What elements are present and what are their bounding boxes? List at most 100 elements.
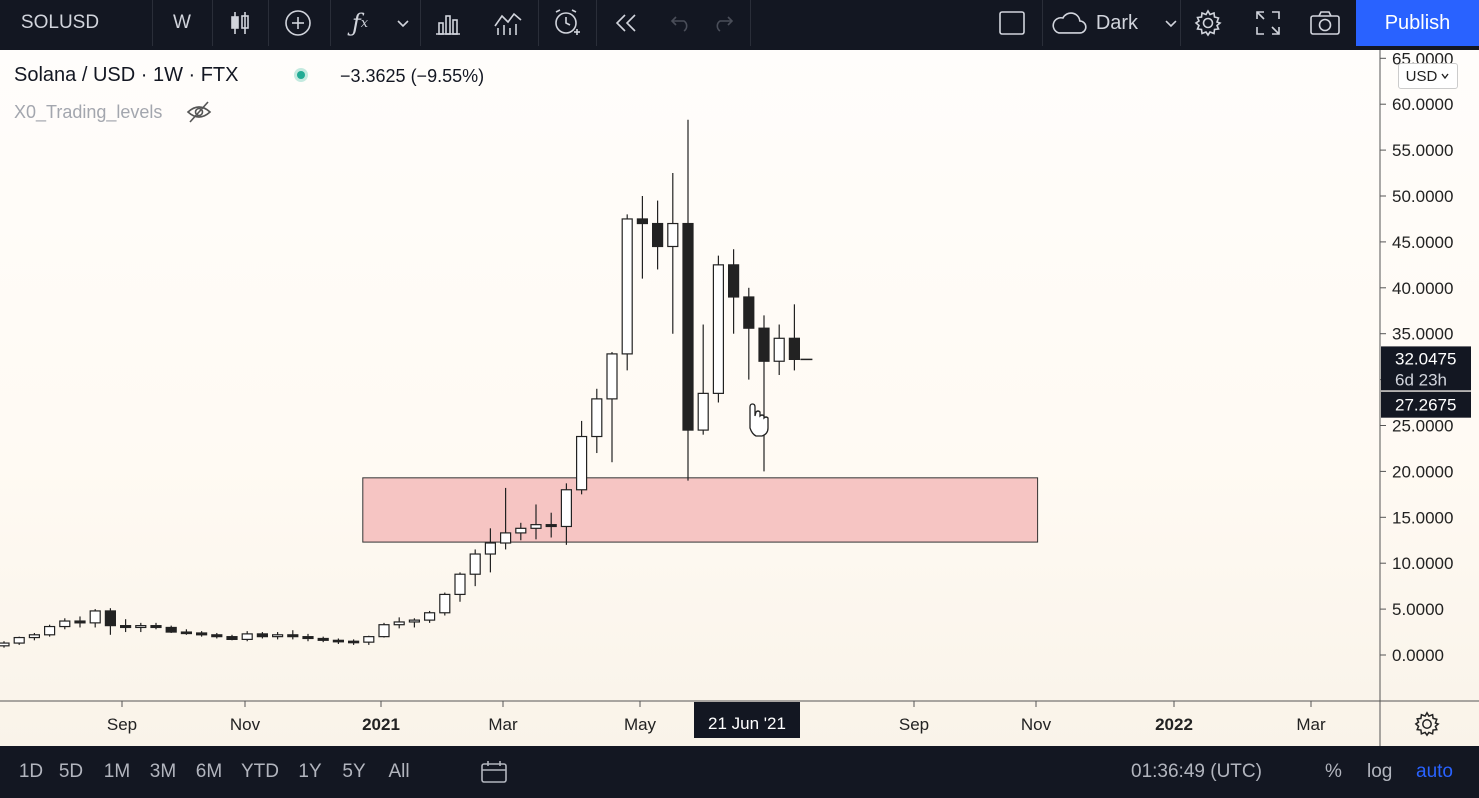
range-button-1m[interactable]: 1M (103, 761, 131, 782)
fullscreen-icon[interactable] (1248, 0, 1288, 46)
range-button-1y[interactable]: 1Y (298, 761, 322, 782)
utc-clock[interactable]: 01:36:49 (UTC) (1131, 746, 1262, 798)
undo-icon[interactable] (664, 0, 698, 46)
price-tick-label: 45.0000 (1392, 233, 1453, 252)
range-button-5d[interactable]: 5D (58, 761, 84, 782)
candle-body (363, 636, 375, 643)
candle-body (317, 637, 329, 641)
range-button-3m[interactable]: 3M (149, 761, 177, 782)
candle (515, 522, 527, 541)
candle-body (606, 353, 618, 400)
candle-body (74, 620, 86, 624)
candle-body (682, 222, 694, 431)
axis-settings-gear-icon[interactable] (1413, 710, 1441, 743)
candle-body (150, 625, 162, 629)
price-tick-label: 15.0000 (1392, 508, 1453, 527)
cursor-hand-icon (749, 403, 769, 437)
gear-icon[interactable] (1188, 0, 1228, 46)
range-button-ytd[interactable]: YTD (241, 761, 279, 782)
range-button-5y[interactable]: 5Y (342, 761, 366, 782)
camera-icon[interactable] (1305, 0, 1345, 46)
last-price-badge (1381, 346, 1471, 391)
interval-button[interactable]: W (160, 0, 204, 46)
candle (651, 200, 664, 270)
price-tick-label: 0.0000 (1392, 646, 1444, 665)
candle (332, 638, 344, 644)
candle (439, 592, 451, 616)
candle (424, 610, 436, 623)
publish-button[interactable]: Publish (1356, 0, 1479, 46)
replay-icon[interactable] (606, 0, 646, 46)
candle-body (119, 625, 132, 629)
candle (74, 616, 86, 628)
range-button-all[interactable]: All (388, 761, 410, 782)
theme-selector[interactable]: Dark (1050, 0, 1178, 46)
indicators-icon[interactable] (488, 0, 528, 46)
candle (180, 629, 192, 635)
theme-chevron-icon (1165, 20, 1177, 28)
candle-body (484, 542, 496, 555)
candle-body (272, 634, 284, 638)
range-button-6m[interactable]: 6M (195, 761, 223, 782)
currency-chevron-icon (1441, 73, 1449, 80)
candle-body (332, 639, 344, 643)
candle-body (454, 573, 466, 596)
indicator-legend[interactable]: X0_Trading_levels (14, 102, 162, 123)
plus-circle-icon[interactable] (278, 0, 318, 46)
countdown-label: 6d 23h (1395, 370, 1447, 389)
candle (682, 119, 694, 481)
crosshair-price-label: 27.2675 (1395, 396, 1456, 415)
alarm-icon[interactable] (546, 0, 588, 46)
candle-body (59, 620, 71, 628)
price-chart[interactable]: 65.000060.000055.000050.000045.000040.00… (0, 49, 1479, 746)
candle-body (408, 619, 420, 623)
price-tick-label: 5.0000 (1392, 600, 1444, 619)
candle-body (0, 642, 10, 647)
candle (241, 631, 253, 642)
auto-toggle[interactable]: auto (1416, 746, 1453, 798)
candle (545, 512, 557, 538)
candle-body (545, 524, 557, 528)
hidden-eye-icon[interactable] (186, 100, 212, 129)
price-tick-label: 40.0000 (1392, 279, 1453, 298)
candle-body (591, 398, 603, 438)
time-tick-label: May (624, 715, 657, 734)
candle (135, 622, 147, 633)
crosshair-price-badge (1381, 391, 1471, 418)
currency-selector[interactable]: USD (1398, 63, 1458, 89)
candle (43, 624, 56, 637)
price-tick-label: 55.0000 (1392, 141, 1453, 160)
candle (530, 504, 542, 540)
layout-square-icon[interactable] (992, 0, 1032, 46)
crosshair-date-badge (694, 702, 800, 738)
candle-body (560, 489, 573, 528)
price-change: −3.3625 (−9.55%) (340, 66, 484, 87)
price-tick-label: 50.0000 (1392, 187, 1453, 206)
candle (0, 641, 10, 648)
symbol-title: Solana / USD · 1W · FTX (14, 64, 239, 86)
date-range-icon[interactable] (480, 746, 508, 798)
market-status-dot[interactable] (294, 68, 308, 82)
range-button-1d[interactable]: 1D (18, 761, 44, 782)
time-tick-label: 2021 (362, 715, 400, 734)
candle-body (135, 625, 147, 629)
candle (727, 249, 740, 334)
supply-demand-zone[interactable] (362, 477, 1039, 543)
bar-chart-icon[interactable] (428, 0, 468, 46)
last-price-label: 32.0475 (1395, 349, 1456, 368)
chart-area[interactable]: 65.0000 60.0000 55.0000 50.0000 45.0000 40.00… (0, 49, 1479, 746)
candle-body (500, 532, 512, 544)
time-tick-label: 2022 (1155, 715, 1193, 734)
price-change-value: −3.3625 (−9.55%) (340, 66, 485, 86)
log-label: log (1367, 761, 1393, 782)
candles-icon[interactable] (220, 0, 260, 46)
price-tick-label: 25.0000 (1392, 417, 1453, 436)
candle-body (424, 612, 436, 621)
symbol-search[interactable]: SOLUSD (0, 0, 120, 46)
redo-icon[interactable] (706, 0, 740, 46)
log-toggle[interactable]: log (1367, 746, 1392, 798)
chevron-down-icon[interactable] (390, 0, 416, 46)
percent-toggle[interactable]: % (1325, 746, 1342, 798)
candle-body (196, 632, 208, 636)
